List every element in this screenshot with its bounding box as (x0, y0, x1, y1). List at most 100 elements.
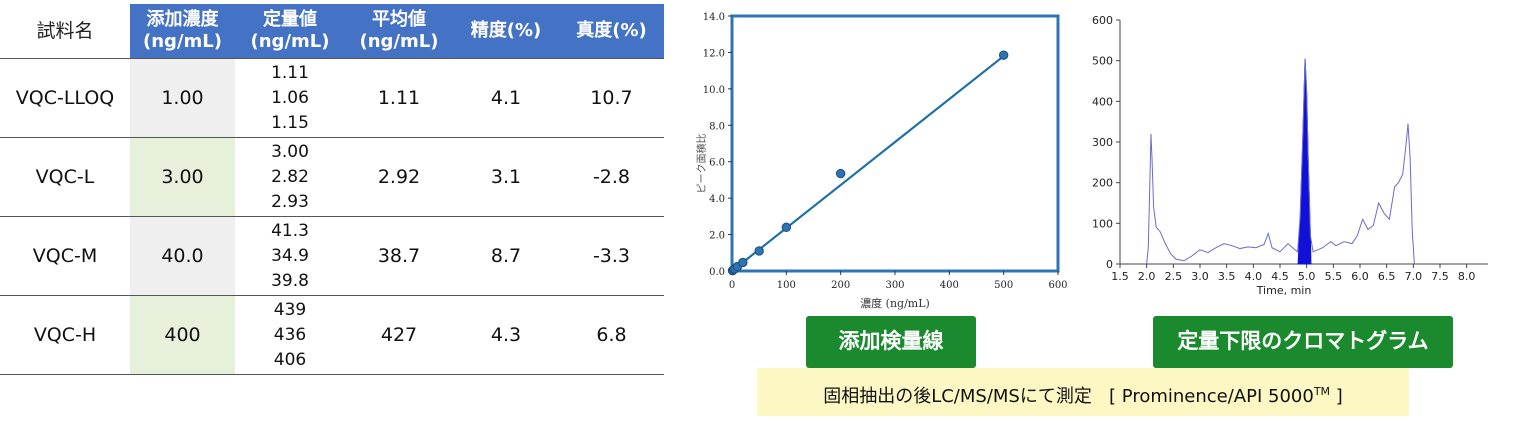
replicate-value: 41.3 (271, 220, 309, 241)
y-tick-label: 10.0 (703, 85, 725, 96)
x-tick-label: 100 (777, 280, 796, 291)
chromatogram-label: 定量下限のクロマトグラム (1153, 316, 1453, 368)
x-tick-label: 6.5 (1378, 270, 1396, 283)
spiked-conc-cell: 1.00 (130, 58, 235, 138)
replicate-value: 2.82 (271, 166, 309, 187)
x-tick-label: 300 (885, 280, 904, 291)
data-point (754, 246, 764, 256)
replicate-values-cell: 3.00 2.82 2.93 (235, 137, 345, 217)
x-axis-label: 濃度 (ng/mL) (860, 296, 930, 310)
x-tick-label: 5.0 (1298, 270, 1316, 283)
y-tick-label: 0.0 (709, 267, 725, 278)
data-point (738, 257, 748, 268)
chromatogram-trace (1146, 58, 1415, 265)
y-tick-label: 100 (1092, 217, 1113, 230)
method-description: 固相抽出の後LC/MS/MSにて測定 (823, 386, 1092, 407)
replicate-values-cell: 439 436 406 (235, 295, 345, 375)
replicate-value: 1.11 (271, 62, 309, 83)
replicate-value: 3.00 (271, 141, 309, 162)
sample-name-cell: VQC-L (0, 137, 130, 217)
column-header-line: 平均値 (372, 9, 426, 30)
accuracy-cell: 10.7 (559, 58, 664, 138)
table-row: VQC-M 40.0 41.3 34.9 39.8 38.7 8.7 -3.3 (0, 216, 664, 296)
x-tick-label: 7.0 (1405, 270, 1423, 283)
replicate-value: 2.93 (271, 191, 309, 212)
accuracy-cell: -2.8 (559, 137, 664, 217)
replicate-value: 1.06 (271, 87, 309, 108)
column-header: 添加濃度 (ng/mL) (130, 4, 235, 59)
instrument-name: Prominence/API 5000 (1121, 386, 1314, 407)
replicate-values-cell: 1.11 1.06 1.15 (235, 58, 345, 138)
y-tick-label: 2.0 (709, 231, 725, 242)
y-tick-label: 200 (1092, 177, 1113, 190)
mean-cell: 1.11 (345, 58, 453, 138)
data-point (835, 168, 846, 179)
y-tick-label: 400 (1092, 95, 1113, 108)
column-header-line: 添加濃度 (146, 9, 219, 30)
column-header-line: 真度(%) (576, 20, 647, 41)
y-tick-label: 4.0 (709, 194, 725, 205)
column-header-line: 精度(%) (470, 20, 542, 41)
x-tick-label: 400 (940, 280, 959, 291)
replicate-value: 39.8 (271, 270, 309, 291)
calibration-curve-chart: 0 100 200 300 400 500 600 0.0 2.0 4.0 6.0 8.0 10.0 12… (695, 12, 1068, 310)
accuracy-cell: -3.3 (559, 216, 664, 296)
x-tick-label: 200 (831, 280, 850, 291)
table-header-row: 試料名 添加濃度 (ng/mL) 定量値 (ng/mL) 平均値 (ng/mL) 精度(%) 真… (0, 4, 664, 59)
y-tick-label: 0 (1106, 258, 1113, 271)
x-tick-label: 600 (1048, 280, 1067, 291)
column-header-line: 試料名 (36, 20, 94, 42)
spiked-conc-cell: 3.00 (130, 137, 235, 217)
column-header-line: 定量値 (263, 9, 317, 30)
y-tick-label: 14.0 (703, 12, 725, 23)
method-note: 固相抽出の後LC/MS/MSにて測定 [ Prominence/API 5000… (757, 368, 1409, 416)
calibration-curve-label: 添加検量線 (806, 316, 976, 368)
y-tick-label: 8.0 (709, 121, 725, 132)
replicate-values-cell: 41.3 34.9 39.8 (235, 216, 345, 296)
x-tick-label: 1.5 (1111, 270, 1129, 283)
y-tick-label: 500 (1092, 55, 1113, 68)
column-header-line: (ng/mL) (250, 31, 330, 52)
y-tick-label: 600 (1092, 14, 1113, 27)
trademark-mark: TM (1313, 385, 1331, 398)
chromatogram-chart: 0 100 200 300 400 500 600 1.5 2.0 2.5 3.0 3.5 4.0 4.5… (1092, 14, 1488, 297)
table-body: VQC-LLOQ 1.00 1.11 1.06 1.15 1.11 4.1 10.7 VQC-L… (0, 58, 664, 375)
bracket-open: [ (1109, 386, 1117, 407)
x-tick-label: 5.5 (1325, 270, 1343, 283)
y-tick-label: 300 (1092, 136, 1113, 149)
x-tick-label: 3.0 (1191, 270, 1209, 283)
fit-line (731, 55, 1005, 272)
precision-cell: 4.1 (453, 58, 559, 138)
x-tick-label: 2.5 (1165, 270, 1183, 283)
x-tick-label: 500 (994, 280, 1013, 291)
y-axis-label: ピーク面積比 (695, 134, 708, 194)
data-point (998, 50, 1009, 60)
table-row: VQC-L 3.00 3.00 2.82 2.93 2.92 3.1 -2.8 (0, 137, 664, 217)
x-axis-label: Time, min (1256, 284, 1312, 297)
spiked-conc-cell: 400 (130, 295, 235, 375)
replicate-value: 439 (273, 299, 307, 320)
x-tick-label: 2.0 (1138, 270, 1156, 283)
replicate-value: 436 (273, 324, 307, 345)
replicate-value: 34.9 (271, 245, 309, 266)
y-tick-label: 12.0 (703, 48, 725, 59)
spiked-conc-cell: 40.0 (130, 216, 235, 296)
sample-name-cell: VQC-LLOQ (0, 58, 130, 138)
replicate-value: 406 (273, 349, 307, 370)
qc-results-table: 試料名 添加濃度 (ng/mL) 定量値 (ng/mL) 平均値 (ng/mL) 精度(%) 真… (0, 4, 664, 375)
precision-cell: 3.1 (453, 137, 559, 217)
column-header-line: (ng/mL) (143, 31, 222, 52)
mean-cell: 2.92 (345, 137, 453, 217)
column-header-line: (ng/mL) (359, 31, 439, 52)
table-row: VQC-LLOQ 1.00 1.11 1.06 1.15 1.11 4.1 10.7 (0, 58, 664, 138)
bracket-close: ] (1335, 386, 1343, 407)
x-tick-label: 4.0 (1245, 270, 1263, 283)
column-header: 定量値 (ng/mL) (235, 4, 345, 59)
replicate-value: 1.15 (271, 112, 309, 133)
column-header: 試料名 (0, 4, 130, 59)
sample-name-cell: VQC-M (0, 216, 130, 296)
x-tick-label: 7.5 (1431, 270, 1449, 283)
data-point (781, 222, 792, 232)
x-tick-label: 3.5 (1218, 270, 1236, 283)
x-tick-label: 8.0 (1458, 270, 1476, 283)
